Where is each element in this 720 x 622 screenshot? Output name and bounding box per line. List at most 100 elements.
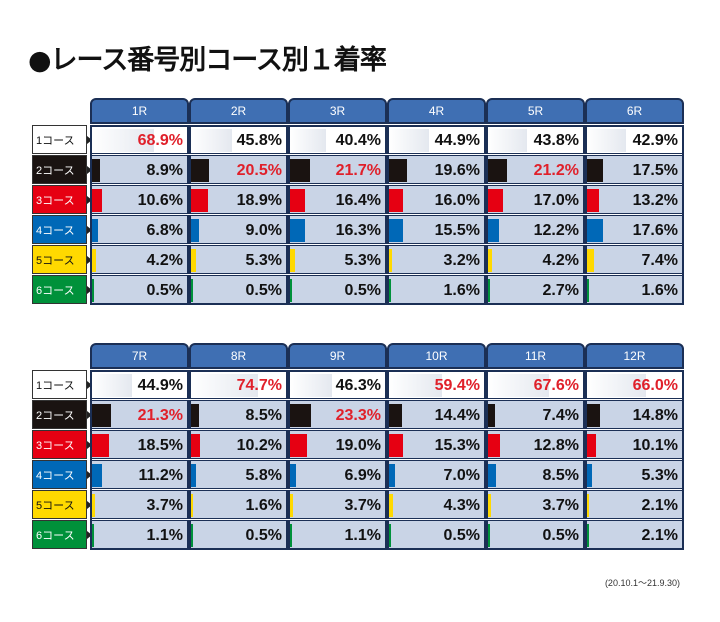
bar-3R-course-1 — [290, 129, 327, 152]
bar-10R-course-2 — [389, 404, 402, 427]
value-5R-course-3: 17.0% — [533, 192, 579, 209]
value-4R-course-3: 16.0% — [434, 192, 480, 209]
value-3R-course-4: 16.3% — [335, 222, 381, 239]
cell-10R-course-2: 14.4% — [387, 400, 486, 429]
cell-12R-course-4: 5.3% — [585, 460, 684, 489]
bar-9R-course-6 — [290, 524, 292, 547]
bar-12R-course-4 — [587, 464, 592, 487]
bar-11R-course-2 — [488, 404, 495, 427]
bar-7R-course-4 — [92, 464, 103, 487]
cell-9R-course-4: 6.9% — [288, 460, 387, 489]
race-header-2R: 2R — [189, 98, 288, 124]
value-2R-course-5: 5.3% — [245, 252, 282, 269]
bar-1R-course-1 — [92, 129, 154, 152]
value-3R-course-3: 16.4% — [335, 192, 381, 209]
value-6R-course-2: 17.5% — [632, 162, 678, 179]
value-10R-course-5: 4.3% — [443, 497, 480, 514]
bar-12R-course-6 — [587, 524, 589, 547]
value-8R-course-2: 8.5% — [245, 407, 282, 424]
bar-6R-course-1 — [587, 129, 626, 152]
value-4R-course-6: 1.6% — [443, 282, 480, 299]
value-7R-course-2: 21.3% — [137, 407, 183, 424]
bar-2R-course-3 — [191, 189, 208, 212]
value-3R-course-1: 40.4% — [335, 132, 381, 149]
bar-8R-course-3 — [191, 434, 201, 457]
cell-8R-course-6: 0.5% — [189, 520, 288, 549]
cell-12R-course-5: 2.1% — [585, 490, 684, 519]
bar-5R-course-6 — [488, 279, 491, 302]
value-1R-course-2: 8.9% — [146, 162, 183, 179]
value-8R-course-6: 0.5% — [245, 527, 282, 544]
value-4R-course-1: 44.9% — [434, 132, 480, 149]
bar-11R-course-3 — [488, 434, 500, 457]
bar-5R-course-2 — [488, 159, 508, 182]
race-header-12R: 12R — [585, 343, 684, 369]
value-10R-course-3: 15.3% — [434, 437, 480, 454]
value-12R-course-1: 66.0% — [632, 377, 678, 394]
bar-9R-course-2 — [290, 404, 311, 427]
bar-2R-course-6 — [191, 279, 193, 302]
cell-6R-course-5: 7.4% — [585, 245, 684, 274]
course-label-2: 2コース — [32, 155, 92, 184]
value-8R-course-5: 1.6% — [245, 497, 282, 514]
value-5R-course-1: 43.8% — [533, 132, 579, 149]
course-label-1: 1コース — [32, 125, 92, 154]
cell-11R-course-3: 12.8% — [486, 430, 585, 459]
value-10R-course-6: 0.5% — [443, 527, 480, 544]
value-5R-course-5: 4.2% — [542, 252, 579, 269]
bar-4R-course-4 — [389, 219, 403, 242]
cell-8R-course-1: 74.7% — [189, 370, 288, 399]
bar-11R-course-5 — [488, 494, 492, 517]
race-header-8R: 8R — [189, 343, 288, 369]
cell-2R-course-1: 45.8% — [189, 125, 288, 154]
cell-9R-course-2: 23.3% — [288, 400, 387, 429]
bar-8R-course-5 — [191, 494, 193, 517]
race-header-10R: 10R — [387, 343, 486, 369]
value-1R-course-3: 10.6% — [137, 192, 183, 209]
value-6R-course-4: 17.6% — [632, 222, 678, 239]
cell-12R-course-2: 14.8% — [585, 400, 684, 429]
cell-6R-course-6: 1.6% — [585, 275, 684, 304]
cell-7R-course-3: 18.5% — [90, 430, 189, 459]
value-12R-course-6: 2.1% — [641, 527, 678, 544]
bar-6R-course-5 — [587, 249, 594, 272]
cell-11R-course-1: 67.6% — [486, 370, 585, 399]
value-2R-course-1: 45.8% — [236, 132, 282, 149]
cell-6R-course-3: 13.2% — [585, 185, 684, 214]
bar-7R-course-6 — [92, 524, 94, 547]
bar-12R-course-3 — [587, 434, 597, 457]
cell-2R-course-3: 18.9% — [189, 185, 288, 214]
bar-12R-course-2 — [587, 404, 601, 427]
cell-8R-course-5: 1.6% — [189, 490, 288, 519]
race-header-7R: 7R — [90, 343, 189, 369]
race-header-6R: 6R — [585, 98, 684, 124]
cell-5R-course-5: 4.2% — [486, 245, 585, 274]
bar-4R-course-2 — [389, 159, 407, 182]
value-3R-course-6: 0.5% — [344, 282, 381, 299]
bar-11R-course-4 — [488, 464, 496, 487]
bar-11R-course-6 — [488, 524, 490, 547]
cell-5R-course-6: 2.7% — [486, 275, 585, 304]
value-6R-course-6: 1.6% — [641, 282, 678, 299]
value-2R-course-3: 18.9% — [236, 192, 282, 209]
value-9R-course-1: 46.3% — [335, 377, 381, 394]
cell-10R-course-4: 7.0% — [387, 460, 486, 489]
bar-2R-course-2 — [191, 159, 210, 182]
cell-12R-course-6: 2.1% — [585, 520, 684, 549]
bar-4R-course-5 — [389, 249, 392, 272]
value-9R-course-3: 19.0% — [335, 437, 381, 454]
cell-4R-course-5: 3.2% — [387, 245, 486, 274]
bar-2R-course-1 — [191, 129, 233, 152]
value-9R-course-6: 1.1% — [344, 527, 381, 544]
bar-1R-course-5 — [92, 249, 96, 272]
value-11R-course-5: 3.7% — [542, 497, 579, 514]
bar-8R-course-4 — [191, 464, 197, 487]
cell-8R-course-4: 5.8% — [189, 460, 288, 489]
cell-2R-course-6: 0.5% — [189, 275, 288, 304]
course-label-3: 3コース — [32, 185, 92, 214]
cell-10R-course-6: 0.5% — [387, 520, 486, 549]
value-6R-course-5: 7.4% — [641, 252, 678, 269]
cell-3R-course-2: 21.7% — [288, 155, 387, 184]
bar-9R-course-3 — [290, 434, 308, 457]
value-12R-course-2: 14.8% — [632, 407, 678, 424]
